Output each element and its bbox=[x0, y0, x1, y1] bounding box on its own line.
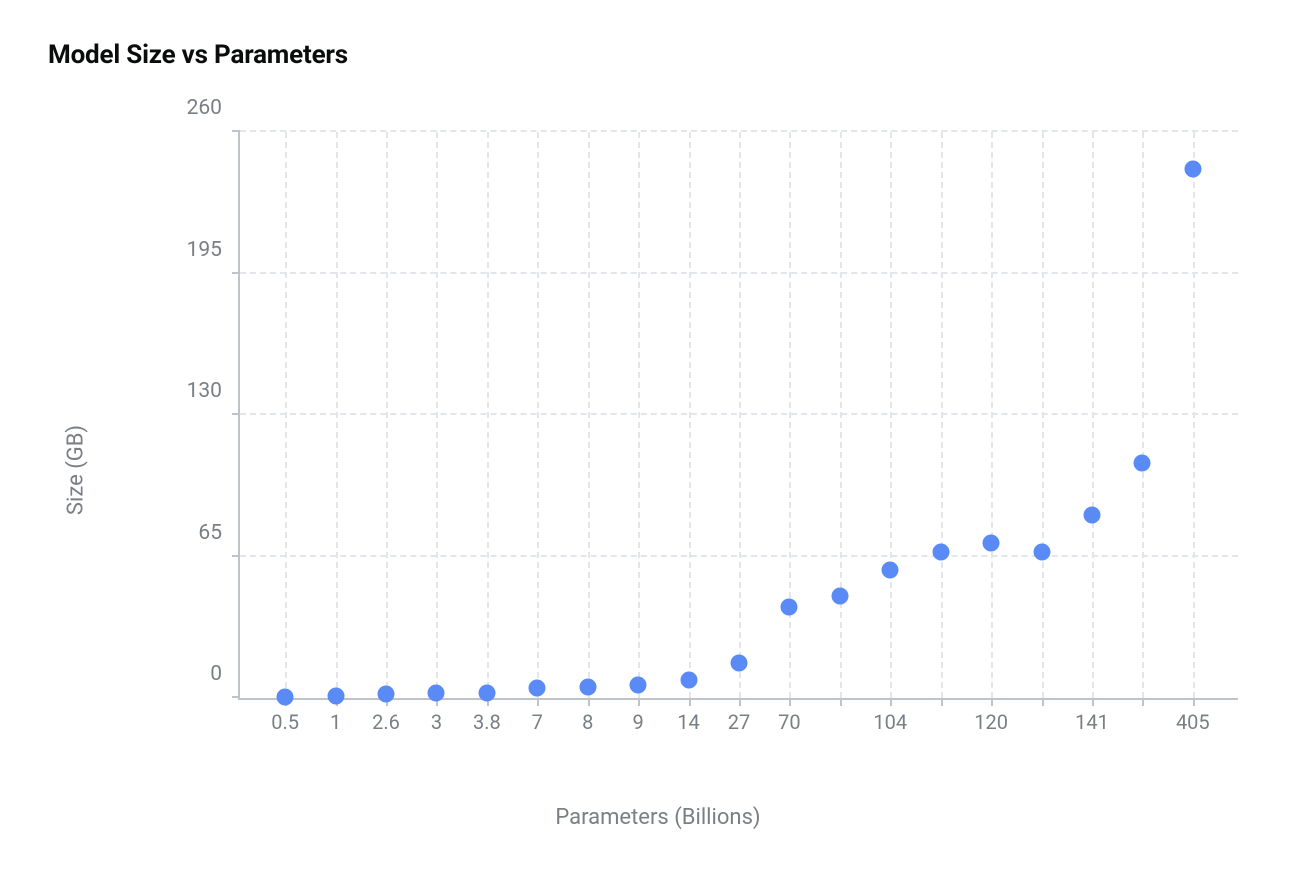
v-gridline bbox=[436, 132, 438, 698]
x-tick-mark bbox=[689, 698, 691, 706]
v-gridline bbox=[638, 132, 640, 698]
scatter-point[interactable] bbox=[781, 598, 798, 615]
x-tick-mark bbox=[941, 698, 943, 706]
scatter-point[interactable] bbox=[630, 676, 647, 693]
scatter-point[interactable] bbox=[428, 684, 445, 701]
scatter-point[interactable] bbox=[378, 685, 395, 702]
v-gridline bbox=[941, 132, 943, 698]
x-tick-label: 7 bbox=[532, 710, 543, 734]
v-gridline bbox=[1142, 132, 1144, 698]
scatter-point[interactable] bbox=[1083, 507, 1100, 524]
y-tick-label: 195 bbox=[187, 238, 222, 262]
x-tick-mark bbox=[840, 698, 842, 706]
scatter-point[interactable] bbox=[327, 687, 344, 704]
chart-area: Size (GB) 0651301952600.512.633.87891427… bbox=[58, 110, 1258, 830]
scatter-point[interactable] bbox=[1033, 544, 1050, 561]
x-tick-label: 405 bbox=[1176, 710, 1210, 734]
y-tick-mark bbox=[232, 272, 240, 274]
v-gridline bbox=[890, 132, 892, 698]
x-tick-mark bbox=[638, 698, 640, 706]
scatter-point[interactable] bbox=[932, 544, 949, 561]
x-tick-label: 70 bbox=[778, 710, 800, 734]
x-tick-label: 27 bbox=[728, 710, 750, 734]
plot-outer: 0651301952600.512.633.878914277010412014… bbox=[178, 122, 1248, 740]
x-tick-label: 14 bbox=[677, 710, 699, 734]
y-tick-mark bbox=[232, 555, 240, 557]
x-tick-mark bbox=[1092, 698, 1094, 706]
y-tick-label: 0 bbox=[210, 662, 222, 686]
scatter-point[interactable] bbox=[478, 684, 495, 701]
y-tick-mark bbox=[232, 130, 240, 132]
v-gridline bbox=[386, 132, 388, 698]
v-gridline bbox=[336, 132, 338, 698]
scatter-point[interactable] bbox=[731, 655, 748, 672]
v-gridline bbox=[487, 132, 489, 698]
v-gridline bbox=[689, 132, 691, 698]
x-tick-label: 3.8 bbox=[473, 710, 501, 734]
y-tick-label: 260 bbox=[187, 96, 222, 120]
x-tick-mark bbox=[1193, 698, 1195, 706]
y-tick-mark bbox=[232, 413, 240, 415]
x-tick-mark bbox=[991, 698, 993, 706]
scatter-point[interactable] bbox=[680, 671, 697, 688]
v-gridline bbox=[840, 132, 842, 698]
x-tick-label: 1 bbox=[330, 710, 341, 734]
y-tick-label: 130 bbox=[187, 379, 222, 403]
x-axis-label: Parameters (Billions) bbox=[58, 805, 1258, 830]
chart-title: Model Size vs Parameters bbox=[48, 40, 1262, 70]
v-gridline bbox=[537, 132, 539, 698]
chart-container: Model Size vs Parameters Size (GB) 06513… bbox=[0, 0, 1310, 870]
v-gridline bbox=[1193, 132, 1195, 698]
x-tick-label: 8 bbox=[582, 710, 593, 734]
x-tick-label: 120 bbox=[974, 710, 1008, 734]
scatter-point[interactable] bbox=[1134, 454, 1151, 471]
x-tick-mark bbox=[789, 698, 791, 706]
y-tick-label: 65 bbox=[198, 521, 222, 545]
v-gridline bbox=[285, 132, 287, 698]
y-axis-label: Size (GB) bbox=[64, 425, 89, 515]
v-gridline bbox=[991, 132, 993, 698]
v-gridline bbox=[1092, 132, 1094, 698]
x-tick-label: 9 bbox=[633, 710, 644, 734]
scatter-point[interactable] bbox=[579, 679, 596, 696]
x-tick-mark bbox=[739, 698, 741, 706]
x-tick-mark bbox=[537, 698, 539, 706]
x-tick-label: 3 bbox=[431, 710, 442, 734]
scatter-point[interactable] bbox=[831, 587, 848, 604]
x-tick-mark bbox=[1142, 698, 1144, 706]
x-tick-label: 141 bbox=[1075, 710, 1109, 734]
y-tick-mark bbox=[232, 696, 240, 698]
plot-area: 0651301952600.512.633.878914277010412014… bbox=[238, 132, 1238, 700]
scatter-point[interactable] bbox=[1184, 161, 1201, 178]
v-gridline bbox=[588, 132, 590, 698]
x-tick-mark bbox=[890, 698, 892, 706]
x-tick-mark bbox=[1042, 698, 1044, 706]
v-gridline bbox=[739, 132, 741, 698]
x-tick-label: 2.6 bbox=[372, 710, 400, 734]
v-gridline bbox=[1042, 132, 1044, 698]
scatter-point[interactable] bbox=[529, 680, 546, 697]
scatter-point[interactable] bbox=[983, 535, 1000, 552]
x-tick-label: 0.5 bbox=[271, 710, 299, 734]
scatter-point[interactable] bbox=[277, 688, 294, 705]
x-tick-mark bbox=[588, 698, 590, 706]
scatter-point[interactable] bbox=[882, 561, 899, 578]
x-tick-label: 104 bbox=[873, 710, 907, 734]
